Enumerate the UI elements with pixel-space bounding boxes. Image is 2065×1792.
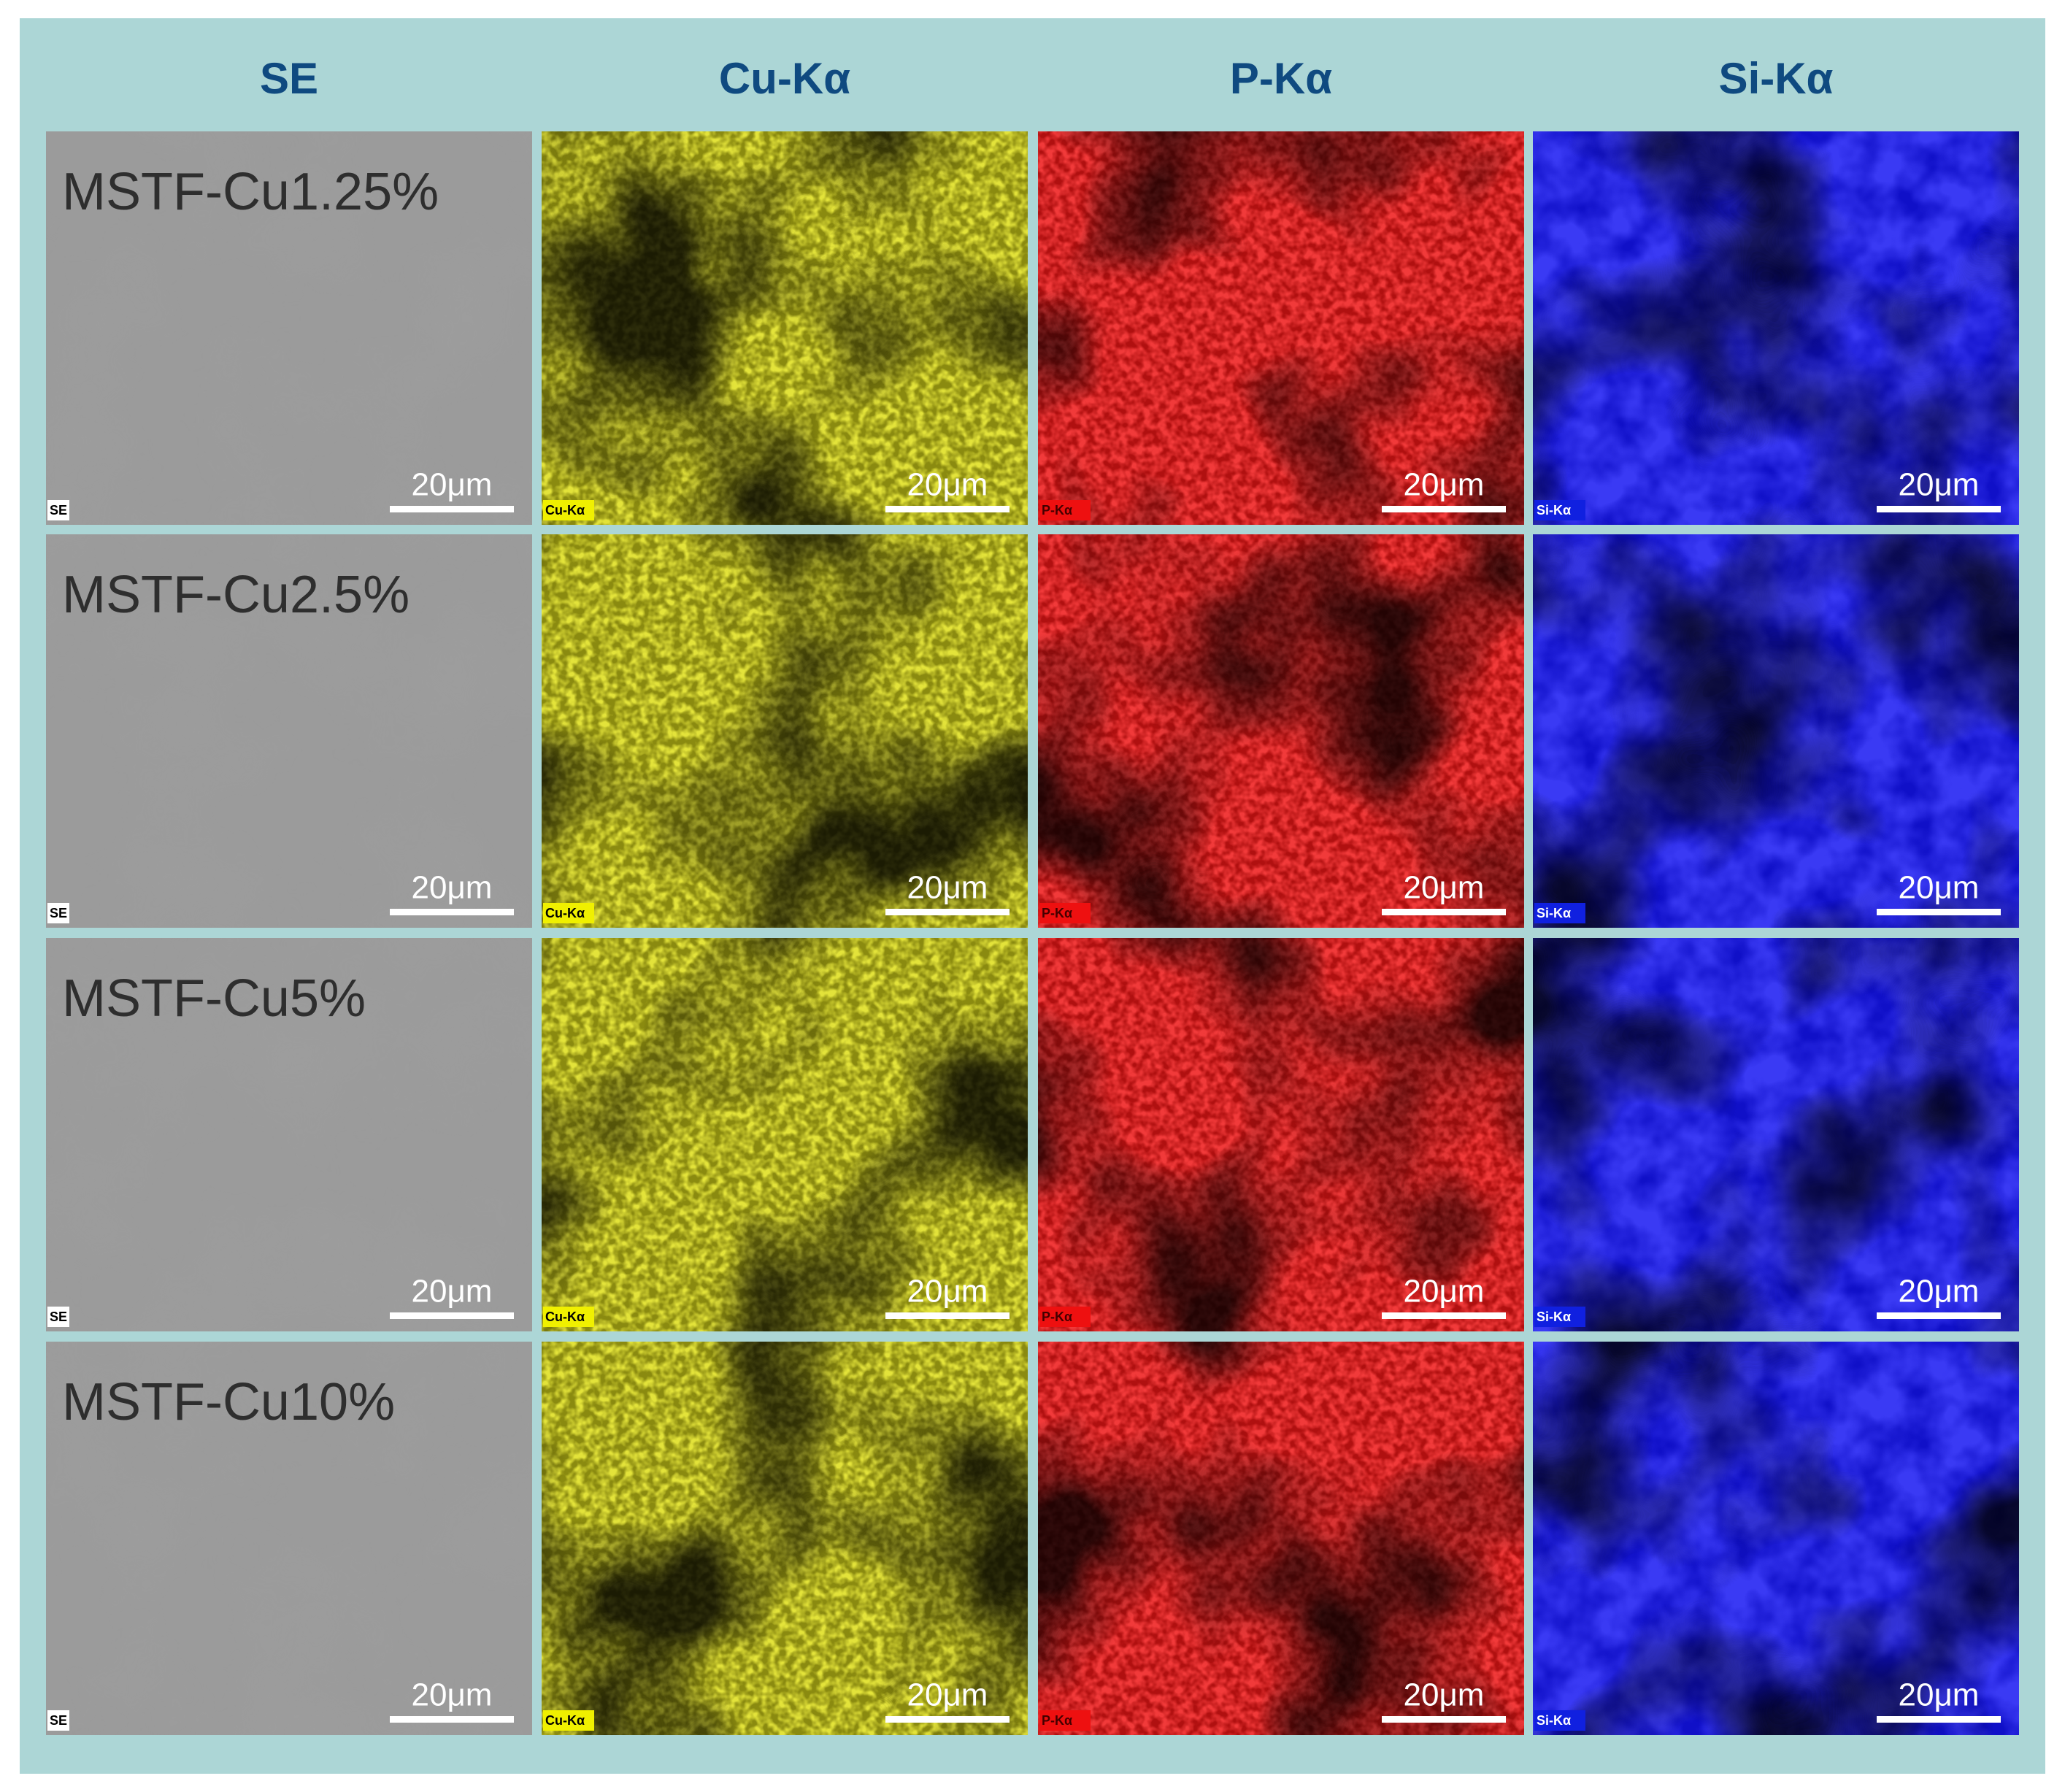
scale-bar-label: 20μm	[907, 467, 988, 503]
scale-bar	[1382, 1312, 1506, 1319]
column-header: P-Kα	[1230, 54, 1332, 103]
texture	[46, 131, 532, 525]
shadow	[542, 534, 1028, 928]
shadow	[542, 1342, 1028, 1735]
scale-bar-label: 20μm	[1404, 1274, 1485, 1310]
tag-box	[1534, 1710, 1585, 1731]
tag-box	[1039, 1307, 1091, 1327]
scale-bar-label: 20μm	[1404, 467, 1485, 503]
scale-bar	[390, 1312, 514, 1319]
scale-bar	[1382, 1716, 1506, 1723]
tag-label: Cu-Kα	[545, 1310, 585, 1324]
row-label: MSTF-Cu10%	[62, 1373, 395, 1431]
scale-bar	[390, 506, 514, 512]
tag-label: Si-Kα	[1537, 1713, 1571, 1728]
scale-bar-label: 20μm	[1404, 1677, 1485, 1713]
scale-bar-label: 20μm	[1899, 467, 1980, 503]
tag-box	[543, 500, 594, 520]
scale-bar-label: 20μm	[1404, 870, 1485, 906]
tag-box	[543, 1710, 594, 1731]
tag-label: Cu-Kα	[545, 1713, 585, 1728]
scale-bar	[390, 1716, 514, 1723]
texture	[46, 938, 532, 1331]
scale-bar-label: 20μm	[907, 1274, 988, 1310]
scale-bar-label: 20μm	[412, 870, 493, 906]
tag-box	[47, 1307, 69, 1327]
row-label: MSTF-Cu1.25%	[62, 163, 439, 221]
tag-label: SE	[50, 906, 67, 920]
tag-label: P-Kα	[1042, 906, 1072, 920]
column-header: Cu-Kα	[719, 54, 850, 103]
shadow	[1038, 534, 1524, 928]
tag-label: SE	[50, 1310, 67, 1324]
tag-box	[1534, 1307, 1585, 1327]
scale-bar	[1877, 1312, 2001, 1319]
column-header: Si-Kα	[1719, 54, 1834, 103]
scale-bar	[1382, 909, 1506, 915]
tag-label: P-Kα	[1042, 1713, 1072, 1728]
scale-bar	[1877, 1716, 2001, 1723]
tag-box	[1039, 1710, 1091, 1731]
tag-label: Cu-Kα	[545, 906, 585, 920]
scale-bar-label: 20μm	[412, 467, 493, 503]
scale-bar-label: 20μm	[1899, 870, 1980, 906]
shadow	[542, 131, 1028, 525]
tag-box	[1039, 500, 1091, 520]
tag-label: P-Kα	[1042, 503, 1072, 518]
texture	[46, 1342, 532, 1735]
shadow	[1533, 1342, 2019, 1735]
shadow	[1533, 131, 2019, 525]
row-label: MSTF-Cu5%	[62, 969, 366, 1028]
tag-box	[47, 1710, 69, 1731]
scale-bar	[1382, 506, 1506, 512]
shadow	[1533, 938, 2019, 1331]
tag-label: Si-Kα	[1537, 906, 1571, 920]
shadow	[1038, 938, 1524, 1331]
column-header: SE	[260, 54, 318, 103]
scale-bar	[390, 909, 514, 915]
tag-box	[47, 500, 69, 520]
scale-bar	[885, 1716, 1010, 1723]
texture	[46, 534, 532, 928]
scale-bar-label: 20μm	[1899, 1677, 1980, 1713]
tag-box	[543, 903, 594, 923]
tag-box	[1534, 500, 1585, 520]
tag-box	[543, 1307, 594, 1327]
tag-label: SE	[50, 503, 67, 518]
tag-box	[47, 903, 69, 923]
scale-bar-label: 20μm	[1899, 1274, 1980, 1310]
scale-bar-label: 20μm	[907, 870, 988, 906]
shadow	[1038, 1342, 1524, 1735]
scale-bar	[885, 506, 1010, 512]
tag-label: Si-Kα	[1537, 503, 1571, 518]
scale-bar	[1877, 909, 2001, 915]
scale-bar-label: 20μm	[907, 1677, 988, 1713]
shadow	[1038, 131, 1524, 525]
scale-bar	[885, 909, 1010, 915]
scale-bar-label: 20μm	[412, 1274, 493, 1310]
tag-label: P-Kα	[1042, 1310, 1072, 1324]
scale-bar	[1877, 506, 2001, 512]
shadow	[1533, 534, 2019, 928]
scale-bar	[885, 1312, 1010, 1319]
shadow	[542, 938, 1028, 1331]
tag-box	[1039, 903, 1091, 923]
tag-label: SE	[50, 1713, 67, 1728]
row-label: MSTF-Cu2.5%	[62, 566, 409, 624]
scale-bar-label: 20μm	[412, 1677, 493, 1713]
tag-box	[1534, 903, 1585, 923]
tag-label: Cu-Kα	[545, 503, 585, 518]
tag-label: Si-Kα	[1537, 1310, 1571, 1324]
